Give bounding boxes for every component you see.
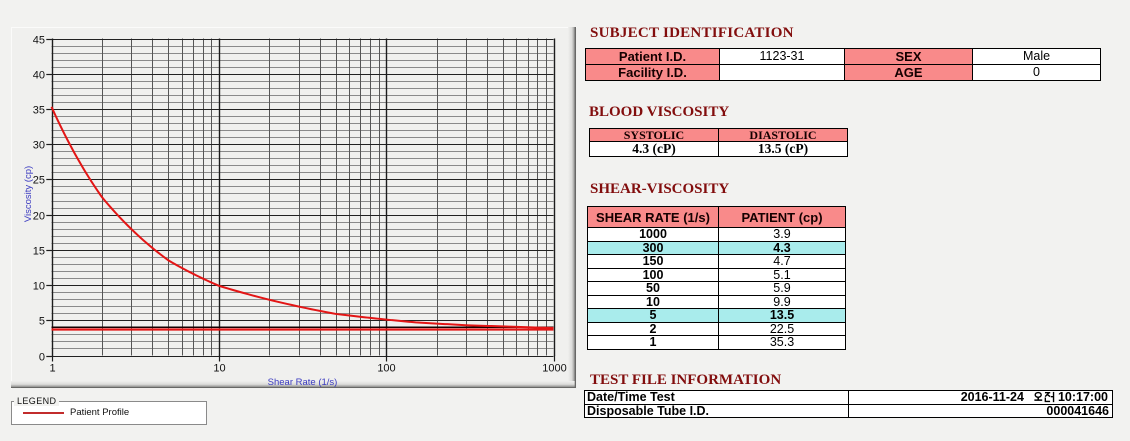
svg-text:1: 1 (49, 363, 55, 375)
svg-text:15: 15 (33, 246, 45, 258)
svg-text:45: 45 (33, 35, 45, 47)
svg-text:10: 10 (33, 281, 45, 293)
svg-text:30: 30 (33, 140, 45, 152)
svg-text:20: 20 (33, 211, 45, 223)
svg-text:Shear Rate (1/s): Shear Rate (1/s) (268, 377, 338, 388)
svg-text:35: 35 (33, 105, 45, 117)
svg-text:10: 10 (213, 363, 225, 375)
svg-text:0: 0 (39, 352, 45, 364)
svg-text:100: 100 (377, 363, 395, 375)
svg-text:1000: 1000 (542, 363, 566, 375)
svg-text:Viscosity (cp): Viscosity (cp) (23, 166, 34, 222)
svg-text:40: 40 (33, 70, 45, 82)
svg-text:25: 25 (33, 175, 45, 187)
svg-text:5: 5 (39, 316, 45, 328)
